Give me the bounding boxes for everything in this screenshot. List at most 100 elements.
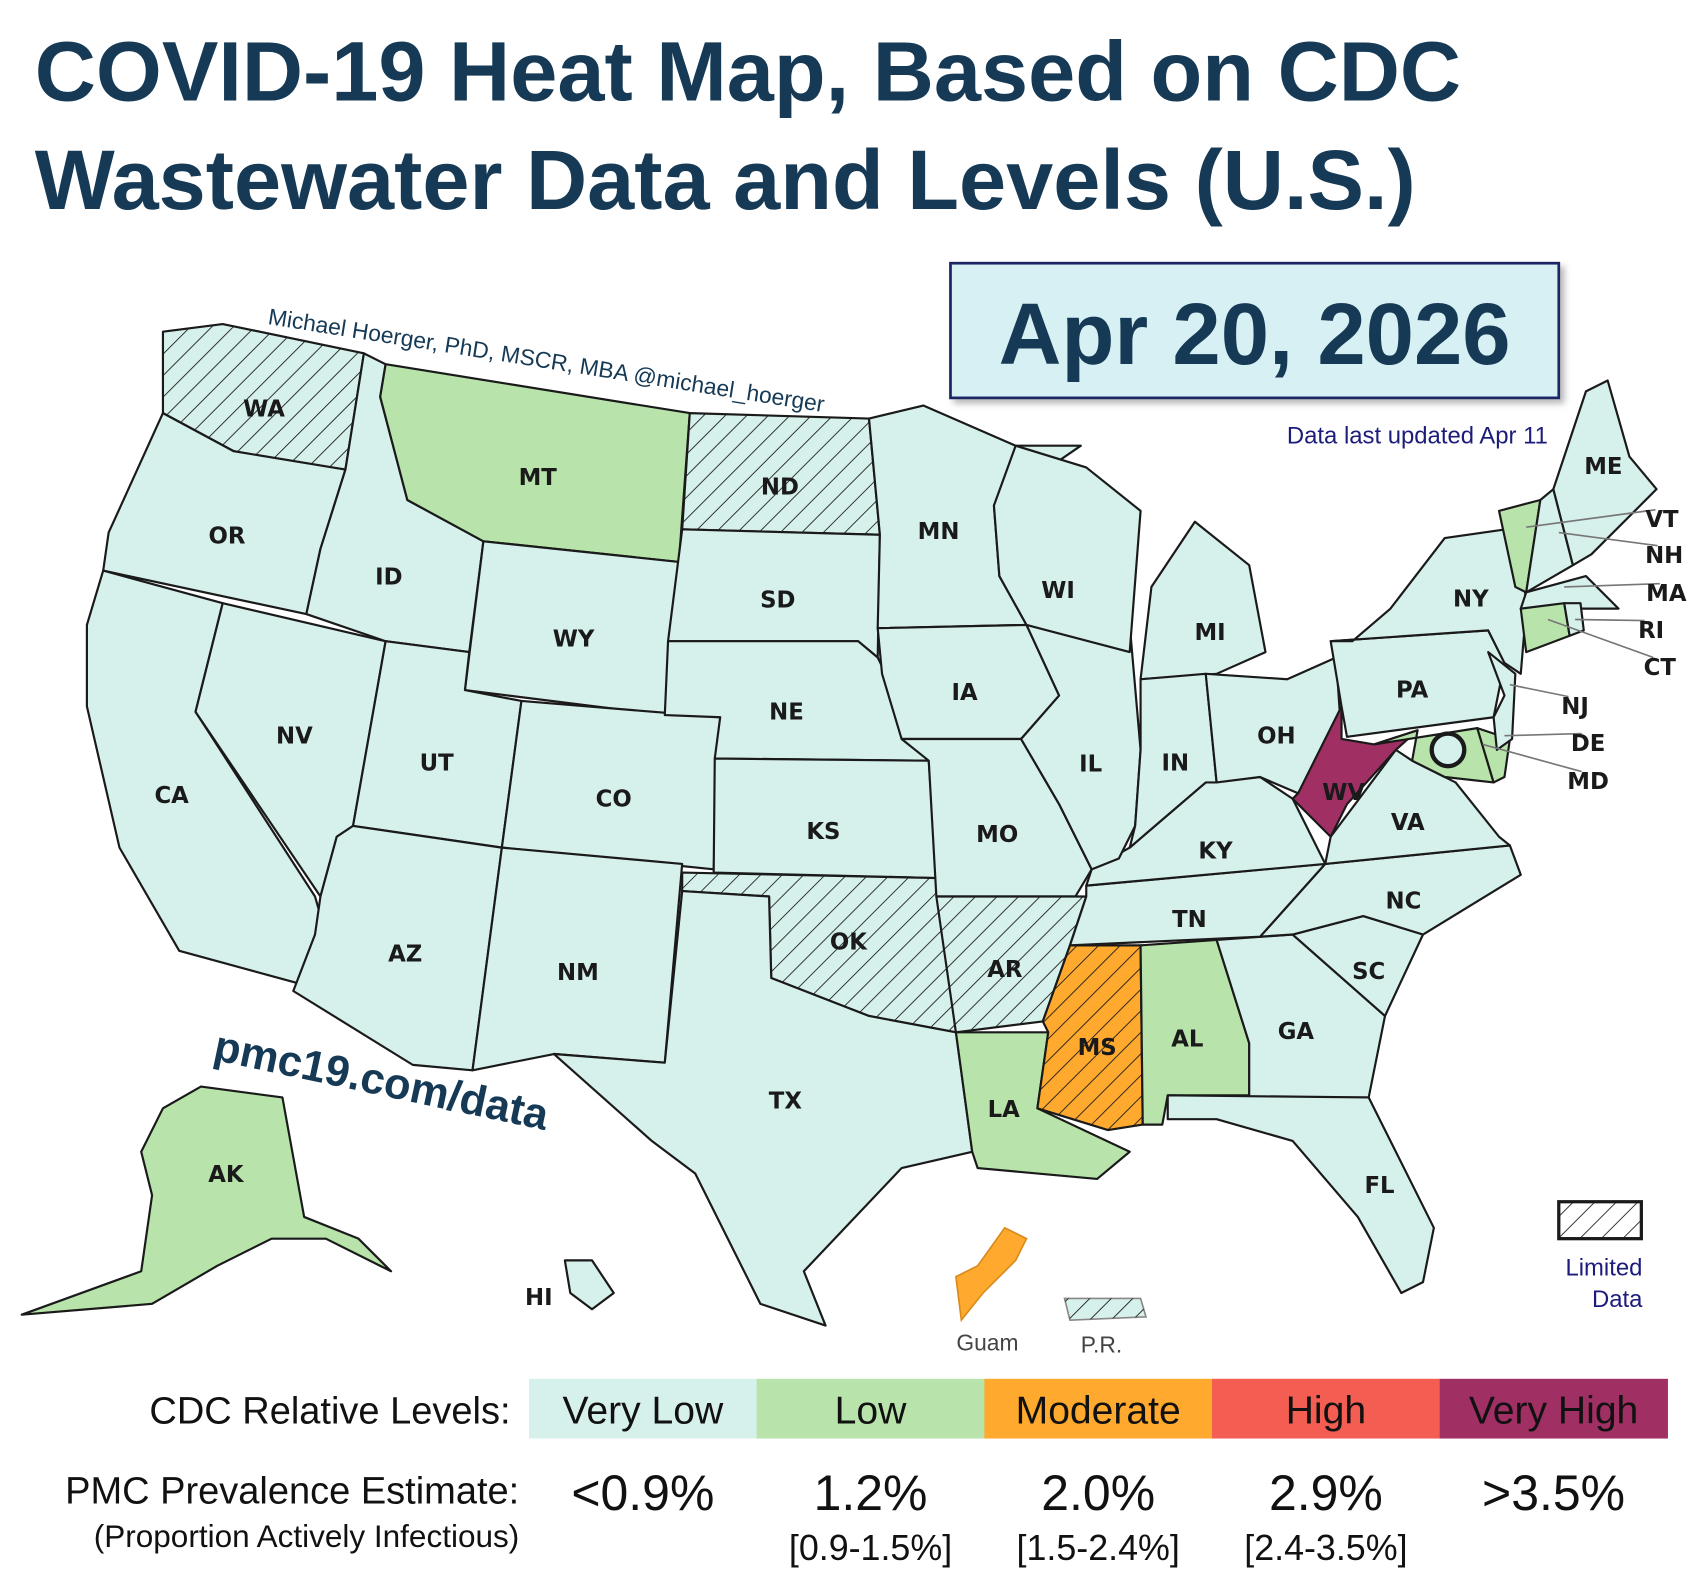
callout-line bbox=[1482, 743, 1582, 773]
state-ms[interactable] bbox=[1036, 944, 1144, 1132]
callout-line bbox=[1564, 582, 1660, 588]
state-labels: WA OR CA NV ID MT WY UT CO AZ NM ND SD NE KS OK TX MN IA MO… bbox=[154, 396, 1686, 1357]
territory-label: P.R. bbox=[1081, 1332, 1122, 1358]
state-label-nj: NJ bbox=[1561, 694, 1589, 720]
state-ak[interactable] bbox=[20, 1085, 393, 1316]
state-shape[interactable] bbox=[1519, 574, 1620, 610]
state-label-mo: MO bbox=[976, 822, 1018, 848]
state-label-sc: SC bbox=[1352, 959, 1385, 985]
state-co[interactable] bbox=[500, 699, 722, 871]
territory-guam[interactable] bbox=[955, 1226, 1028, 1323]
legend-level-name: Very Low bbox=[562, 1389, 724, 1432]
legend-level-high: High 2.9% [2.4-3.5%] bbox=[1212, 1378, 1441, 1568]
prevalence-sublabel: (Proportion Actively Infectious) bbox=[94, 1518, 519, 1554]
state-label-in: IN bbox=[1162, 750, 1190, 776]
state-shape[interactable] bbox=[992, 444, 1142, 654]
state-label-tx: TX bbox=[769, 1088, 803, 1114]
state-shape[interactable] bbox=[1519, 602, 1571, 654]
limited-data-label-1: Limited bbox=[1565, 1255, 1642, 1282]
state-label-mn: MN bbox=[918, 519, 960, 545]
state-nc[interactable] bbox=[1258, 844, 1522, 938]
limited-data-hatch bbox=[1064, 1298, 1147, 1321]
state-label-ms: MS bbox=[1078, 1035, 1117, 1061]
state-tx[interactable] bbox=[552, 889, 974, 1327]
dc-marker bbox=[1429, 731, 1467, 769]
state-shape[interactable] bbox=[1552, 379, 1658, 567]
legend-level-very-low: Very Low <0.9% bbox=[529, 1378, 758, 1521]
state-shape[interactable] bbox=[1324, 748, 1511, 865]
state-label-ar: AR bbox=[987, 957, 1023, 983]
state-shape[interactable] bbox=[1019, 623, 1142, 871]
state-label-ri: RI bbox=[1638, 618, 1664, 644]
legend-swatch bbox=[1439, 1378, 1668, 1439]
territory-shape[interactable] bbox=[955, 1226, 1028, 1323]
state-mi[interactable] bbox=[1139, 520, 1267, 681]
legend-estimate: 1.2% bbox=[814, 1465, 928, 1521]
state-shape[interactable] bbox=[20, 1085, 393, 1316]
territory-pr[interactable] bbox=[1063, 1297, 1148, 1321]
state-ma[interactable] bbox=[1519, 574, 1620, 610]
state-hi[interactable] bbox=[563, 1259, 615, 1311]
state-shape[interactable] bbox=[1329, 526, 1528, 675]
limited-data-hatch bbox=[162, 324, 364, 470]
state-label-mi: MI bbox=[1195, 620, 1226, 646]
state-me[interactable] bbox=[1552, 379, 1658, 567]
state-label-wv: WV bbox=[1322, 780, 1365, 806]
state-ar[interactable] bbox=[935, 895, 1088, 1034]
legend-level-name: High bbox=[1286, 1389, 1366, 1432]
state-shape[interactable] bbox=[500, 699, 722, 871]
state-shape[interactable] bbox=[1291, 705, 1419, 838]
state-label-de: DE bbox=[1571, 731, 1606, 757]
state-shape[interactable] bbox=[563, 1259, 615, 1311]
legend-level-name: Moderate bbox=[1016, 1389, 1181, 1432]
state-fl[interactable] bbox=[1166, 1094, 1435, 1295]
limited-data-legend: Limited Data bbox=[1557, 1200, 1643, 1313]
state-label-mt: MT bbox=[519, 465, 558, 491]
state-label-wa: WA bbox=[243, 396, 285, 422]
state-label-ne: NE bbox=[769, 699, 804, 725]
title-line-1: COVID-19 Heat Map, Based on CDC bbox=[35, 23, 1461, 118]
legend-level-name: Low bbox=[835, 1389, 907, 1432]
state-label-ct: CT bbox=[1644, 655, 1677, 681]
state-label-me: ME bbox=[1584, 454, 1622, 480]
state-wv[interactable] bbox=[1291, 705, 1419, 838]
state-label-ma: MA bbox=[1646, 581, 1687, 607]
state-label-vt: VT bbox=[1645, 507, 1679, 533]
state-label-wi: WI bbox=[1041, 578, 1075, 604]
state-label-id: ID bbox=[375, 565, 402, 591]
state-label-la: LA bbox=[988, 1097, 1021, 1123]
state-wa[interactable] bbox=[161, 322, 365, 471]
legend-swatch bbox=[984, 1378, 1213, 1439]
state-wi[interactable] bbox=[992, 444, 1142, 654]
legend-estimate: 2.9% bbox=[1269, 1465, 1383, 1521]
state-label-ga: GA bbox=[1278, 1019, 1315, 1045]
legend: CDC Relative Levels: PMC Prevalence Esti… bbox=[65, 1378, 1668, 1568]
state-shape[interactable] bbox=[552, 889, 974, 1327]
state-label-ut: UT bbox=[420, 750, 455, 776]
callout-line bbox=[1558, 531, 1658, 547]
state-shape[interactable] bbox=[1139, 520, 1267, 681]
state-va[interactable] bbox=[1324, 748, 1511, 865]
legend-swatch bbox=[756, 1378, 985, 1439]
callout-line bbox=[1575, 618, 1645, 622]
state-ct[interactable] bbox=[1519, 602, 1571, 654]
date-box bbox=[949, 261, 1561, 400]
legend-level-very-high: Very High >3.5% bbox=[1439, 1378, 1668, 1521]
legend-estimate: 2.0% bbox=[1041, 1465, 1155, 1521]
state-nm[interactable] bbox=[471, 846, 684, 1072]
title-line-2: Wastewater Data and Levels (U.S.) bbox=[35, 132, 1416, 227]
limited-data-label-2: Data bbox=[1592, 1286, 1643, 1313]
state-shape[interactable] bbox=[1487, 651, 1517, 751]
state-shape[interactable] bbox=[1166, 1094, 1435, 1295]
state-label-nc: NC bbox=[1386, 888, 1422, 914]
callout-line bbox=[1526, 508, 1656, 528]
state-shape[interactable] bbox=[1258, 844, 1522, 938]
state-label-fl: FL bbox=[1364, 1173, 1394, 1199]
state-nj[interactable] bbox=[1487, 651, 1517, 751]
state-il[interactable] bbox=[1019, 623, 1142, 871]
legend-range: [1.5-2.4%] bbox=[1017, 1528, 1180, 1568]
state-shape[interactable] bbox=[471, 846, 684, 1072]
state-nd[interactable] bbox=[681, 412, 881, 536]
state-ny[interactable] bbox=[1329, 526, 1528, 675]
